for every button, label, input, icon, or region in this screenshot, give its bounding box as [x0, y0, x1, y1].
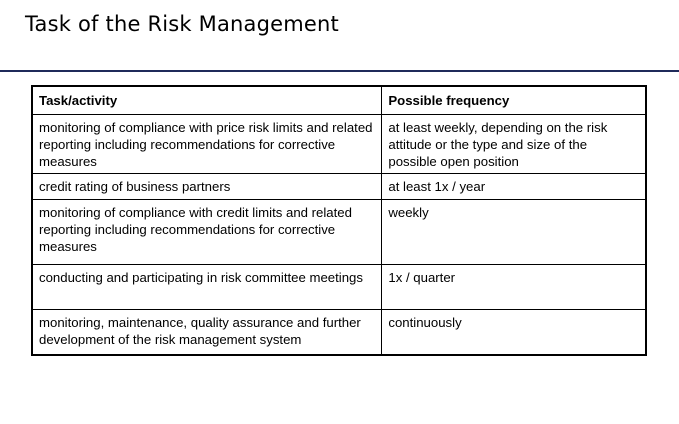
- title-divider: [0, 70, 679, 72]
- task-cell: monitoring of compliance with price risk…: [31, 114, 383, 174]
- table-header-row: Task/activity Possible frequency: [31, 85, 647, 115]
- task-cell: monitoring of compliance with credit lim…: [31, 199, 383, 265]
- table-row: monitoring of compliance with credit lim…: [31, 199, 647, 265]
- frequency-cell: at least weekly, depending on the risk a…: [381, 114, 647, 174]
- task-cell: conducting and participating in risk com…: [31, 264, 383, 310]
- frequency-cell: continuously: [381, 309, 647, 356]
- task-cell: monitoring, maintenance, quality assuran…: [31, 309, 383, 356]
- table-row: monitoring of compliance with price risk…: [31, 114, 647, 174]
- table-row: credit rating of business partners at le…: [31, 173, 647, 200]
- frequency-cell: weekly: [381, 199, 647, 265]
- header-task-activity: Task/activity: [31, 85, 383, 115]
- table-row: monitoring, maintenance, quality assuran…: [31, 309, 647, 356]
- frequency-cell: 1x / quarter: [381, 264, 647, 310]
- page-title: Task of the Risk Management: [25, 12, 339, 36]
- header-possible-frequency: Possible frequency: [381, 85, 647, 115]
- frequency-cell: at least 1x / year: [381, 173, 647, 200]
- table-row: conducting and participating in risk com…: [31, 264, 647, 310]
- task-table: Task/activity Possible frequency monitor…: [31, 85, 647, 356]
- task-cell: credit rating of business partners: [31, 173, 383, 200]
